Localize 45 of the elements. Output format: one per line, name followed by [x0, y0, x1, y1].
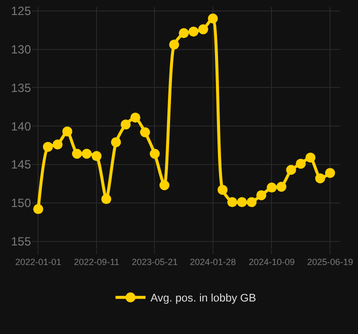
point	[140, 127, 150, 138]
point	[266, 182, 277, 193]
point	[42, 142, 53, 152]
point	[82, 148, 92, 159]
point	[325, 168, 336, 178]
point	[276, 182, 286, 192]
point	[72, 148, 82, 159]
point	[150, 148, 160, 159]
point	[198, 24, 208, 34]
x-tick-label: 2025-06-19	[307, 256, 354, 267]
y-tick-label: 145	[10, 158, 32, 172]
y-tick-label: 130	[10, 42, 32, 56]
point	[305, 152, 316, 163]
point	[227, 197, 238, 208]
point	[296, 158, 306, 169]
point	[236, 197, 247, 208]
point	[256, 190, 266, 200]
x-tick-label: 2024-10-09	[248, 256, 295, 267]
point	[169, 40, 180, 50]
y-tick-label: 135	[10, 80, 32, 95]
point	[246, 197, 257, 208]
point	[92, 151, 102, 162]
point	[101, 194, 112, 204]
point	[218, 184, 228, 195]
point	[286, 164, 296, 175]
point	[208, 14, 218, 24]
y-tick-label: 140	[10, 119, 32, 134]
point	[178, 28, 189, 38]
x-tick-label: 2022-09-11	[74, 256, 120, 267]
point	[120, 120, 131, 130]
point	[52, 140, 63, 150]
point	[159, 180, 170, 190]
point	[62, 126, 72, 136]
legend-label: Avg. pos. in lobby GB	[150, 292, 256, 305]
x-tick-label: 2023-05-21	[132, 256, 178, 267]
point	[33, 204, 44, 214]
point	[130, 112, 140, 123]
x-tick-label: 2024-01-28	[190, 256, 236, 267]
x-tick-label: 2022-01-01	[15, 256, 62, 267]
point	[315, 173, 326, 184]
point	[188, 26, 198, 37]
y-tick-label: 150	[10, 196, 32, 210]
y-tick-label: 125	[10, 4, 32, 18]
y-tick-label: 155	[10, 234, 32, 249]
point	[110, 137, 121, 148]
